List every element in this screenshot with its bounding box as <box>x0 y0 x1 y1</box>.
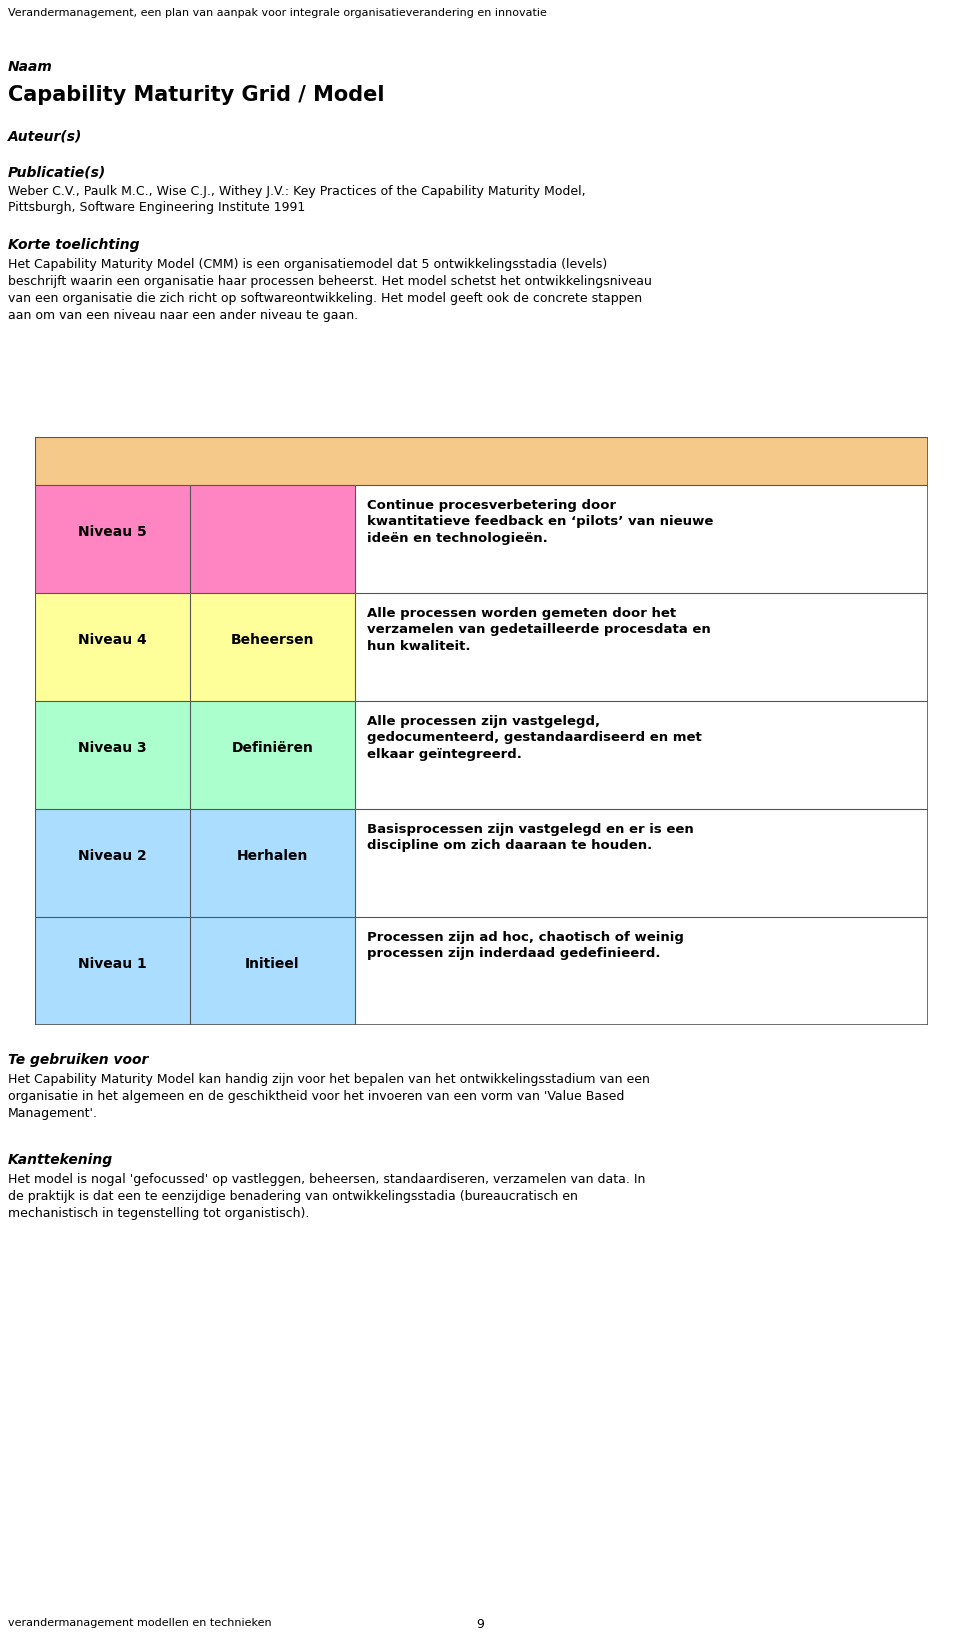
Text: Herhalen: Herhalen <box>237 848 308 863</box>
Text: Niveau 1: Niveau 1 <box>78 957 147 971</box>
Text: Processen zijn ad hoc, chaotisch of weinig
processen zijn inderdaad gedefinieerd: Processen zijn ad hoc, chaotisch of wein… <box>367 930 684 960</box>
Text: Verandermanagement, een plan van aanpak voor integrale organisatieverandering en: Verandermanagement, een plan van aanpak … <box>8 8 547 18</box>
Text: Definiëren: Definiëren <box>231 740 313 755</box>
Text: Continue procesverbetering door
kwantitatieve feedback en ‘pilots’ van nieuwe
id: Continue procesverbetering door kwantita… <box>367 500 713 545</box>
Text: Het Capability Maturity Model (CMM) is een organisatiemodel dat 5 ontwikkelingss: Het Capability Maturity Model (CMM) is e… <box>8 259 652 323</box>
Text: Niveau 4: Niveau 4 <box>78 632 147 647</box>
Text: 9: 9 <box>476 1618 484 1631</box>
Text: Basisprocessen zijn vastgelegd en er is een
discipline om zich daaraan te houden: Basisprocessen zijn vastgelegd en er is … <box>367 822 694 852</box>
Text: Alle processen zijn vastgelegd,
gedocumenteerd, gestandaardiseerd en met
elkaar : Alle processen zijn vastgelegd, gedocume… <box>367 716 702 762</box>
Text: Initieel: Initieel <box>245 957 300 971</box>
Text: Alle processen worden gemeten door het
verzamelen van gedetailleerde procesdata : Alle processen worden gemeten door het v… <box>367 608 710 654</box>
Text: Het Capability Maturity Model kan handig zijn voor het bepalen van het ontwikkel: Het Capability Maturity Model kan handig… <box>8 1073 650 1120</box>
Text: Naam: Naam <box>8 61 53 74</box>
Text: Niveau 5: Niveau 5 <box>78 526 147 539</box>
Text: Niveau 2: Niveau 2 <box>78 848 147 863</box>
Text: Te gebruiken voor: Te gebruiken voor <box>8 1053 149 1066</box>
Text: Kanttekening: Kanttekening <box>8 1153 113 1166</box>
Text: Auteur(s): Auteur(s) <box>8 129 83 144</box>
Text: Weber C.V., Paulk M.C., Wise C.J., Withey J.V.: Key Practices of the Capability : Weber C.V., Paulk M.C., Wise C.J., Withe… <box>8 185 586 215</box>
Text: Het model is nogal 'gefocussed' op vastleggen, beheersen, standaardiseren, verza: Het model is nogal 'gefocussed' op vastl… <box>8 1173 645 1220</box>
Text: Korte toelichting: Korte toelichting <box>8 238 139 252</box>
Text: Capability Maturity Grid / Model: Capability Maturity Grid / Model <box>8 85 385 105</box>
Text: Publicatie(s): Publicatie(s) <box>8 165 107 179</box>
Text: Niveau 3: Niveau 3 <box>78 740 147 755</box>
Text: Beheersen: Beheersen <box>230 632 314 647</box>
Text: verandermanagement modellen en technieken: verandermanagement modellen en technieke… <box>8 1618 272 1628</box>
